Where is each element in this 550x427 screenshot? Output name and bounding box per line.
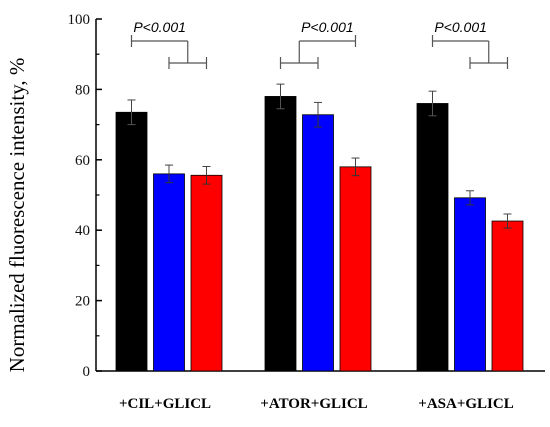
significance-label: P<0.001 xyxy=(133,19,186,35)
error-bars xyxy=(127,83,512,229)
bar xyxy=(454,197,486,372)
y-tick-label: 0 xyxy=(83,364,91,380)
significance-brackets: P<0.001 P<0.001 P<0.001 xyxy=(130,19,509,69)
y-tick-label: 80 xyxy=(75,82,90,98)
x-category-label: +ASA+GLICL xyxy=(418,396,513,412)
y-axis-title-group: Normalized fluorescence intensity, % xyxy=(5,58,29,373)
bars xyxy=(115,96,524,372)
bar xyxy=(115,111,148,372)
bar xyxy=(190,174,223,372)
bar xyxy=(302,114,334,372)
x-category-label: +CIL+GLICL xyxy=(119,396,211,412)
bar xyxy=(339,166,372,372)
x-category-label: +ATOR+GLICL xyxy=(260,396,367,412)
category-labels: +CIL+GLICL +ATOR+GLICL +ASA+GLICL xyxy=(119,396,514,412)
y-axis-title: Normalized fluorescence intensity, % xyxy=(5,58,29,373)
significance-label: P<0.001 xyxy=(434,19,487,35)
y-tick-label: 100 xyxy=(68,12,91,28)
bar xyxy=(416,103,449,372)
bar xyxy=(264,96,297,372)
y-tick-label: 40 xyxy=(75,223,90,239)
bar xyxy=(153,173,185,372)
y-tick-label: 20 xyxy=(75,294,90,310)
bar xyxy=(491,220,524,372)
y-ticks: 0 20 40 60 80 100 xyxy=(68,12,102,380)
y-tick-label: 60 xyxy=(75,153,90,169)
significance-label: P<0.001 xyxy=(301,19,354,35)
